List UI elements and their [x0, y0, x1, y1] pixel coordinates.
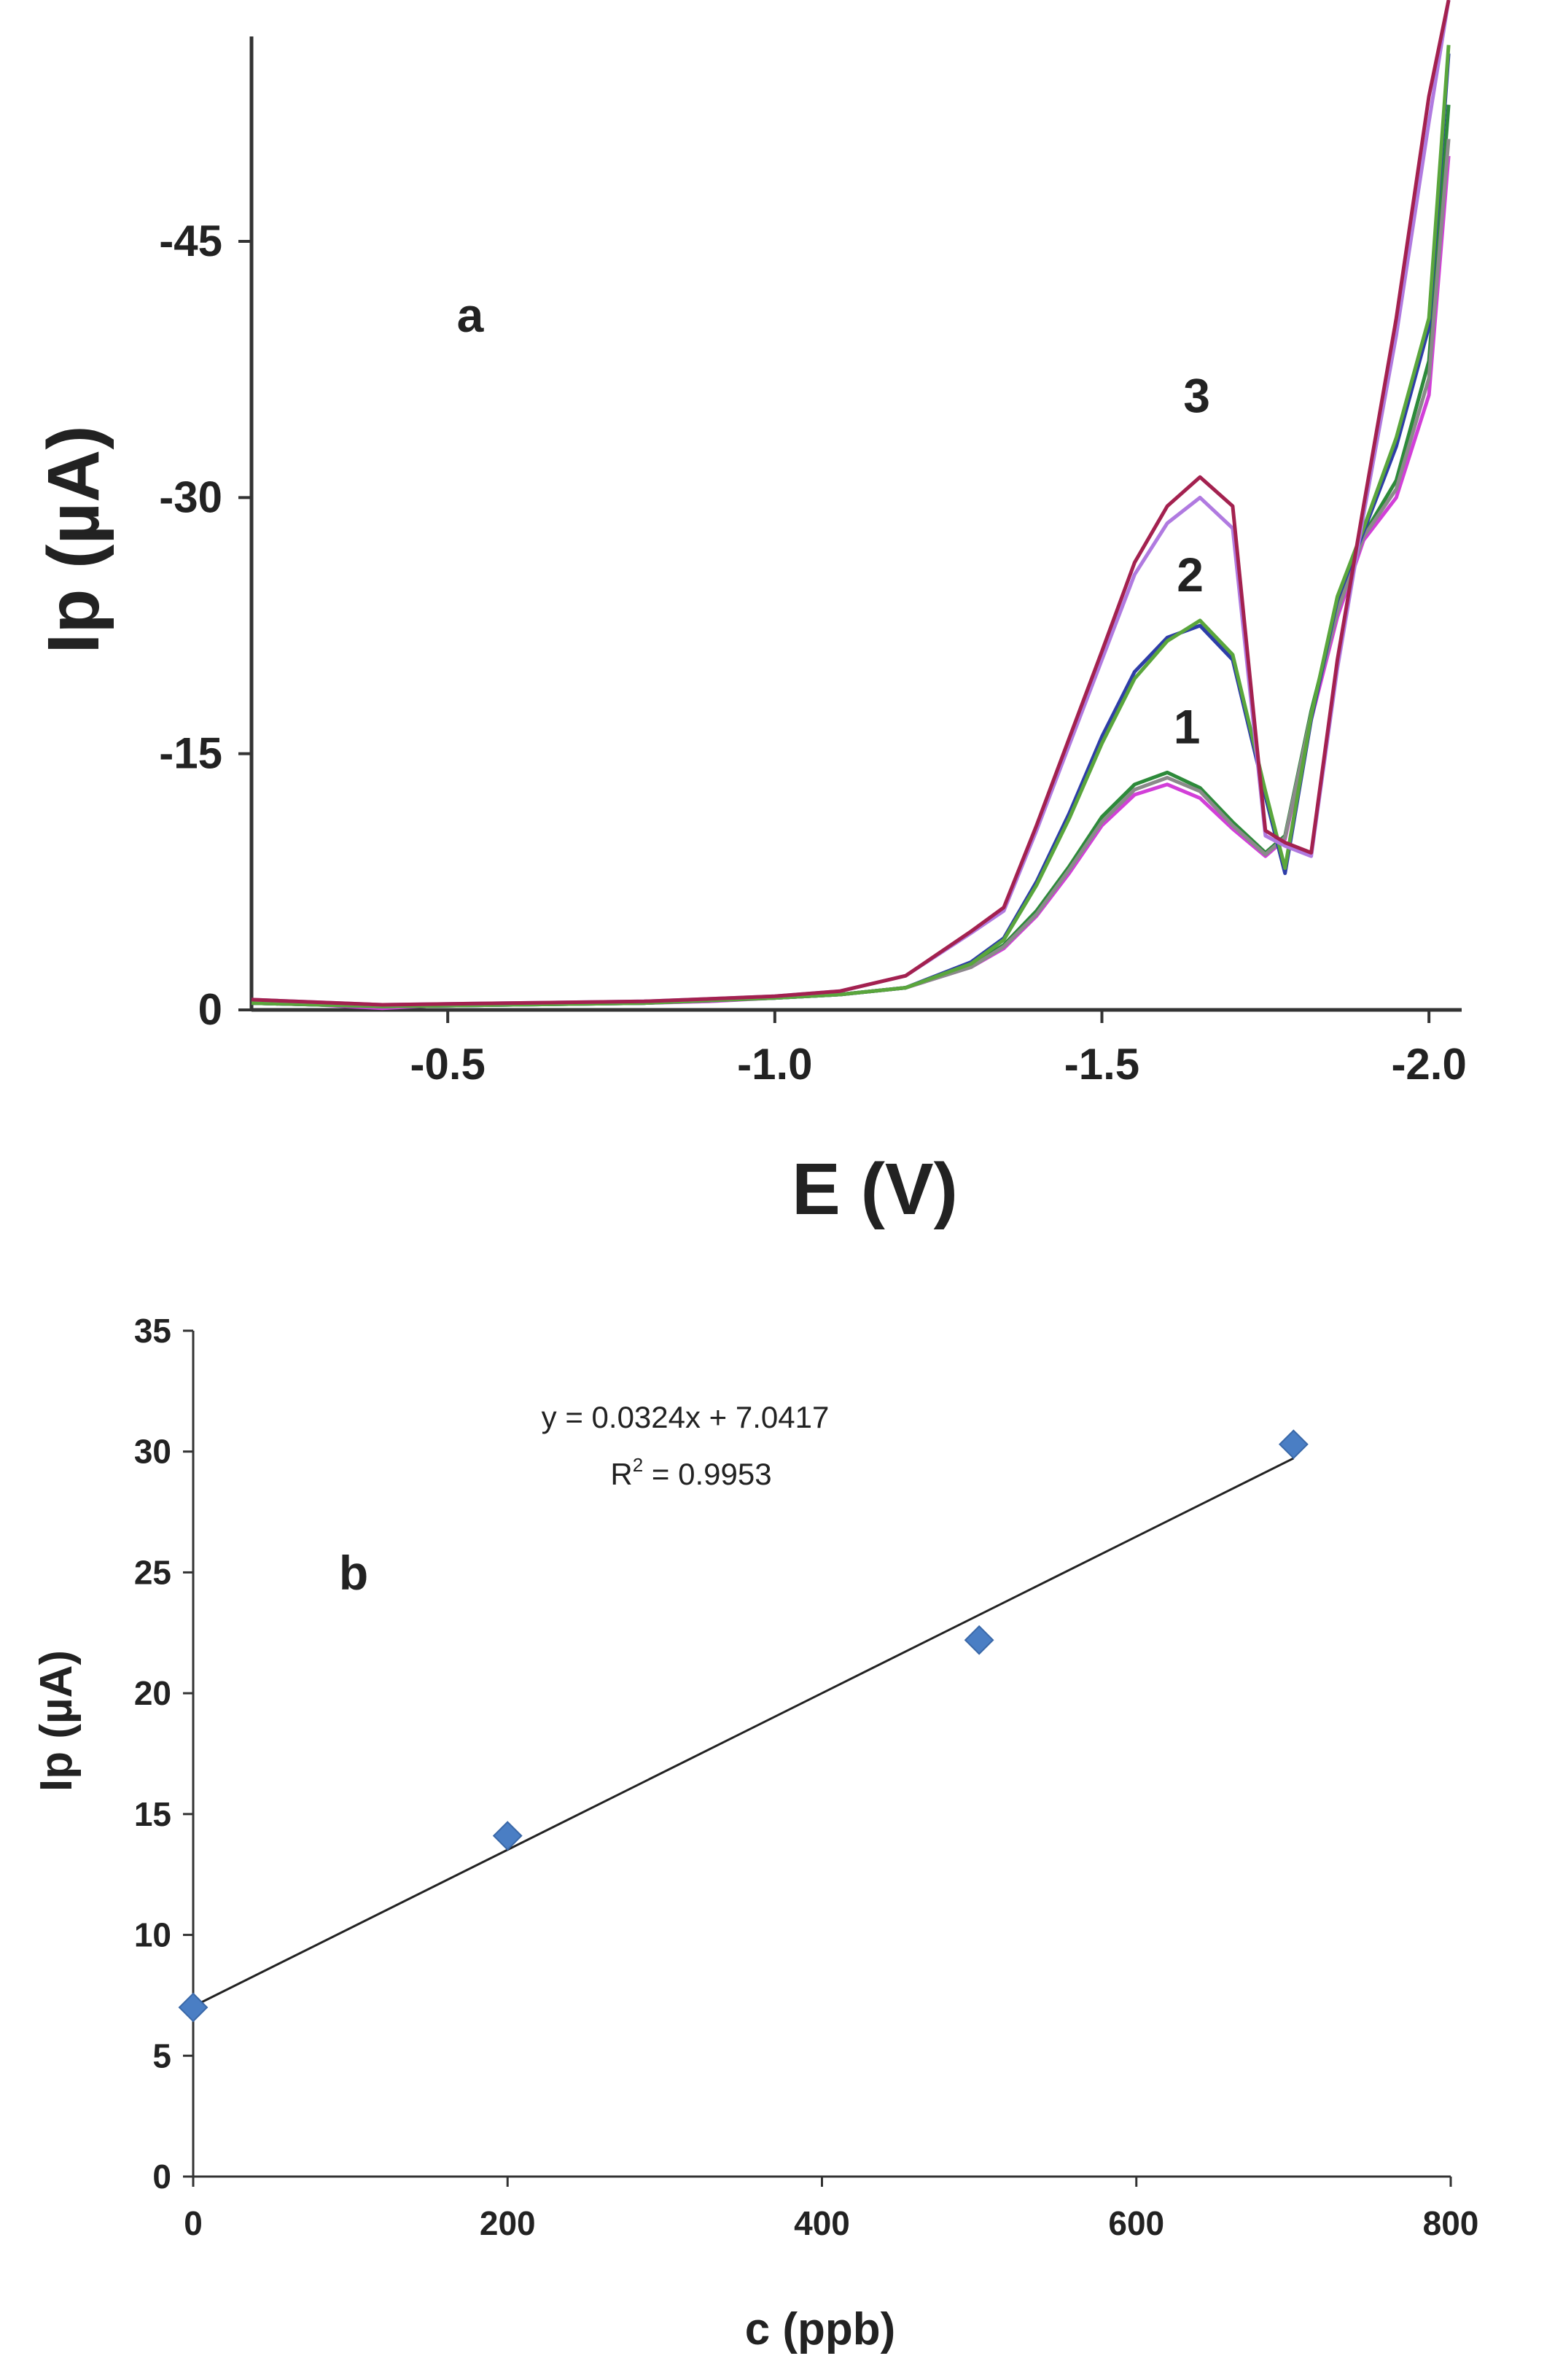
panel-b-equation: y = 0.0324x + 7.0417: [542, 1400, 830, 1434]
panel-b-y-tick-label: 0: [152, 2158, 171, 2196]
panel-a-x-ticks: -0.5 -1.0 -1.5 -2.0: [410, 1010, 1467, 1089]
panel-b-trendline: [192, 1457, 1295, 2007]
panel-b-y-tick-label: 25: [134, 1553, 171, 1591]
panel-a-x-tick-label: -1.0: [737, 1040, 812, 1089]
panel-b-y-tick-label: 35: [134, 1312, 171, 1350]
panel-b-data-point: [492, 1821, 523, 1851]
panel-a-x-tick-label: -1.5: [1064, 1040, 1139, 1089]
panel-b-y-tick-label: 5: [152, 2037, 171, 2074]
panel-b-x-ticks: 0 200 400 600 800: [184, 2177, 1478, 2242]
panel-a-series-1c: [251, 139, 1451, 1008]
panel-b-y-tick-label: 10: [134, 1916, 171, 1954]
panel-a-curve-label: 1: [1174, 700, 1201, 754]
panel-a-series-2a: [251, 53, 1451, 1008]
panel-b-x-tick-label: 800: [1423, 2204, 1479, 2242]
panel-b-y-tick-label: 20: [134, 1674, 171, 1712]
panel-a-y-ticks: 0 -15 -30 -45: [159, 217, 252, 1034]
panel-a-y-axis-title: Ip (µA): [33, 425, 114, 653]
panel-b-y-ticks: 0 5 10 15 20 25 30 35: [134, 1312, 193, 2196]
panel-b-data-point: [178, 1992, 208, 2023]
panel-a-series-3b: [251, 0, 1451, 1007]
panel-b-label: b: [339, 1546, 368, 1600]
panel-a-curve-labels: 1 2 3: [1174, 368, 1210, 753]
panel-b-data-point: [1278, 1429, 1309, 1460]
panel-a-x-tick-label: -2.0: [1391, 1040, 1466, 1089]
panel-a-series-1a: [251, 155, 1451, 1011]
panel-b-data-point: [964, 1625, 994, 1655]
panel-a-series-2b: [251, 44, 1451, 1008]
panel-b-x-axis-title: c (ppb): [745, 2304, 896, 2354]
panel-b-x-tick-label: 0: [184, 2204, 203, 2242]
panel-a-series: [251, 0, 1451, 1011]
panel-a-curve-label: 2: [1177, 548, 1204, 602]
panel-a-y-tick-label: -30: [159, 472, 222, 521]
panel-b-y-tick-label: 30: [134, 1433, 171, 1471]
panel-b-x-tick-label: 200: [480, 2204, 536, 2242]
panel-b-data-points: [178, 1429, 1309, 2023]
panel-b-calibration: 0 5 10 15 20 25 30 35 0 200 400 600 800 y = 0.0324x…: [31, 1312, 1478, 2354]
panel-a-x-axis-title: E (V): [792, 1148, 958, 1230]
panel-b-r-squared: R2 = 0.9953: [610, 1454, 771, 1491]
panel-b-y-axis-title: Ip (µA): [31, 1650, 82, 1792]
panel-b-y-tick-label: 15: [134, 1795, 171, 1833]
panel-b-x-tick-label: 600: [1108, 2204, 1164, 2242]
panel-a-y-tick-label: -15: [159, 729, 222, 778]
panel-b-x-tick-label: 400: [794, 2204, 850, 2242]
panel-a-x-tick-label: -0.5: [410, 1040, 485, 1089]
panel-a-series-1b: [251, 104, 1451, 1008]
panel-a-y-tick-label: 0: [198, 985, 222, 1034]
panel-a-y-tick-label: -45: [159, 217, 222, 265]
panel-a-curve-label: 3: [1183, 368, 1210, 422]
panel-a-label: a: [457, 288, 485, 342]
panel-a-voltammogram: 0-15-30-45 -0.5 -1.0 -1.5 -2.0 123 a E (V) …: [33, 0, 1467, 1230]
